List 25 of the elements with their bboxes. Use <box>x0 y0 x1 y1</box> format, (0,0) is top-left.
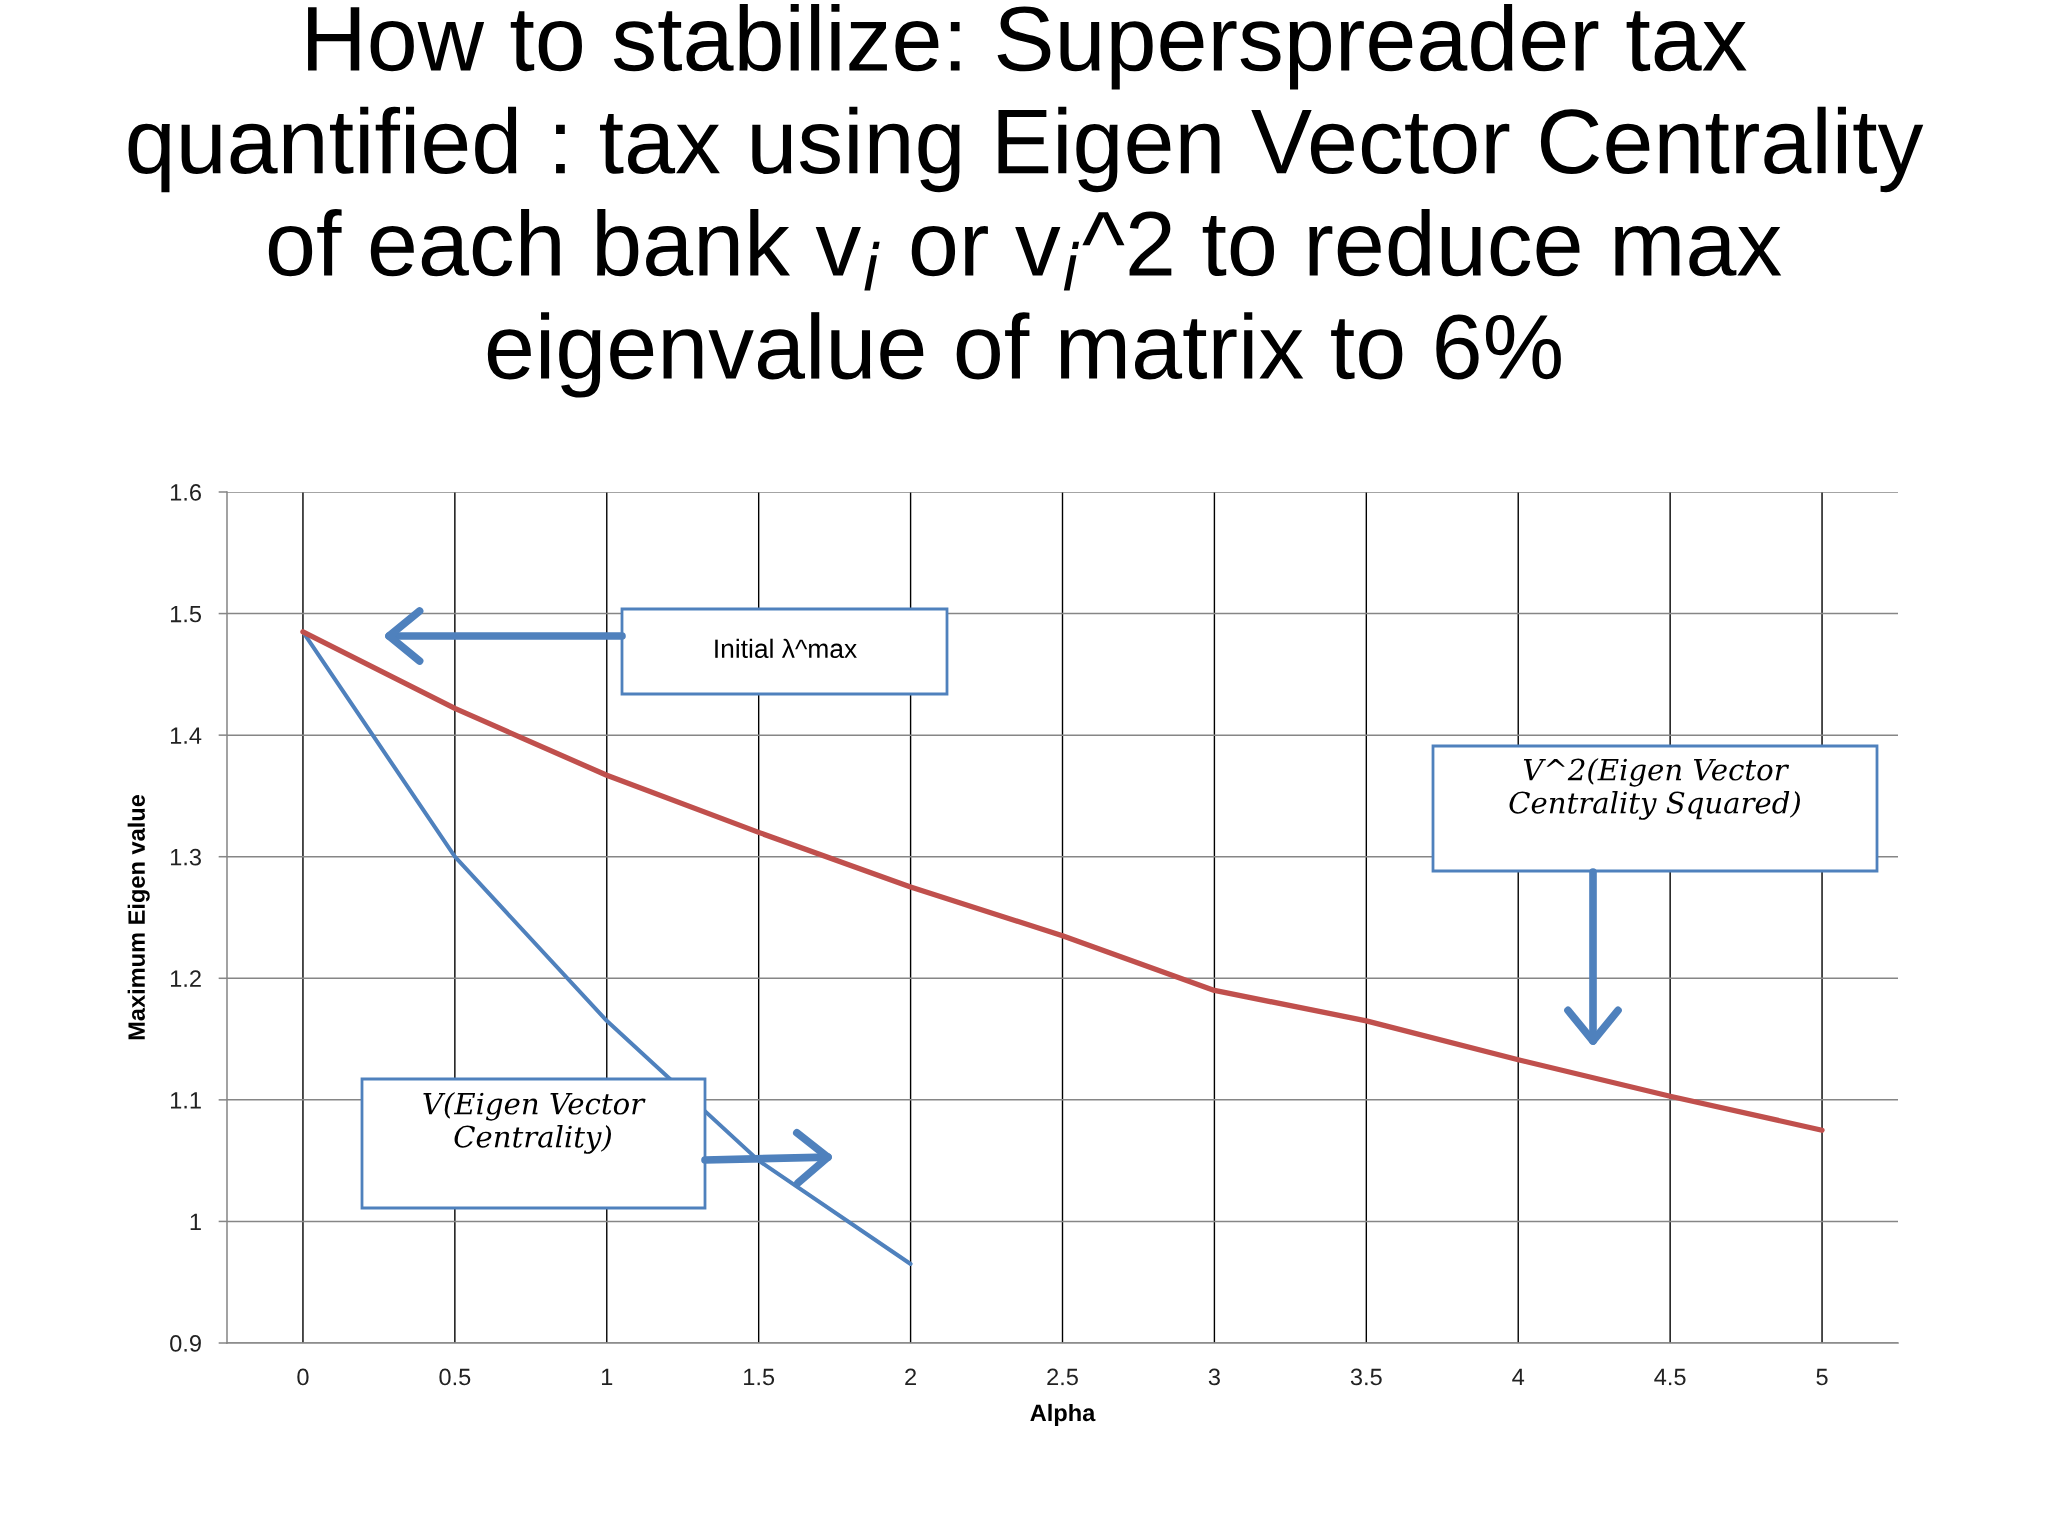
x-tick-label: 3.5 <box>1350 1368 1382 1386</box>
annotation: V^2(Eigen Vector Centrality Squared) <box>1509 758 1800 820</box>
x-tick-label: 0 <box>297 1368 309 1386</box>
x-tick-label: 1.5 <box>744 1368 775 1386</box>
y-tick-label: 1.1 <box>170 1092 201 1109</box>
x-tick-label: 2.5 <box>1047 1368 1078 1386</box>
y-tick-label: 1.6 <box>170 484 201 501</box>
x-tick-label: 1 <box>602 1368 613 1386</box>
x-tick-label: 4 <box>1512 1368 1525 1386</box>
y-tick-label: 1.5 <box>170 605 202 623</box>
y-axis-title: Maximum Eigen value <box>127 794 150 1040</box>
x-tick-label: 3 <box>1208 1368 1220 1386</box>
y-tick-label: 1.4 <box>170 727 202 744</box>
x-axis-title: Alpha <box>1030 1403 1096 1426</box>
x-tick-label: 4.5 <box>1654 1368 1686 1386</box>
x-tick-label: 2 <box>905 1368 916 1386</box>
y-tick-label: 1.2 <box>170 970 201 987</box>
y-tick-label: 0.9 <box>170 1335 201 1352</box>
x-tick-label: 5 <box>1816 1368 1828 1386</box>
chart-title: How to stabilize: Superspreader tax quantified : tax using Eigen Vector Centrality of each bank v$_{i}$ or v$_{i}$^2 to reduce max eigenvalue of matrix to 6% <box>128 4 1924 398</box>
x-tick-label: 0.5 <box>439 1368 471 1386</box>
annotation: Initial λ^max <box>715 638 857 659</box>
annotation: V(Eigen Vector Centrality) <box>423 1092 646 1154</box>
y-tick-label: 1.3 <box>170 848 201 866</box>
y-tick-label: 1 <box>190 1213 201 1230</box>
